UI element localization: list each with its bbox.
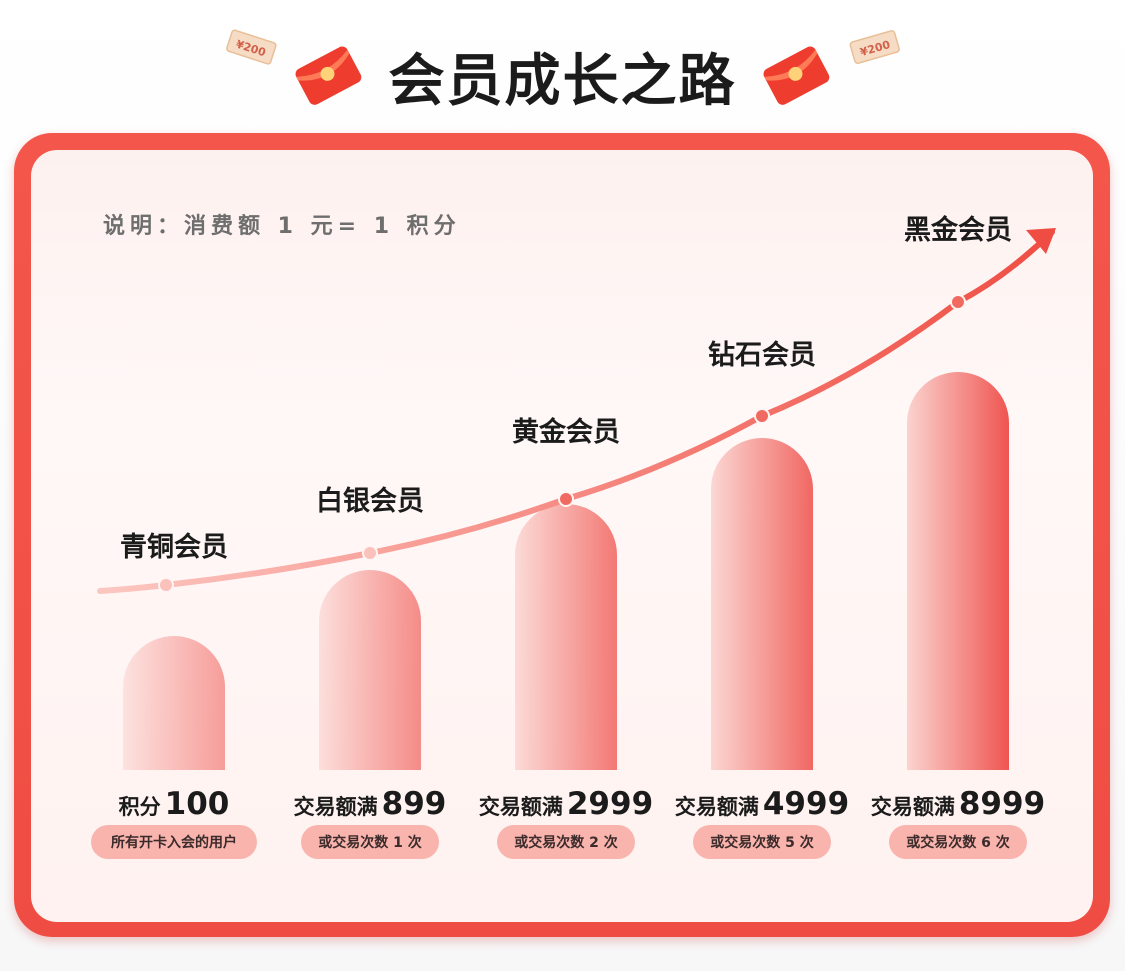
red-envelope-right-icon <box>763 46 830 105</box>
requirement-prefix: 交易额满 <box>294 795 378 819</box>
page-title: 会员成长之路 <box>388 49 737 114</box>
trend-arrow-icon <box>1026 228 1056 254</box>
tier-bar <box>515 504 617 770</box>
bars-layer <box>123 372 1009 770</box>
red-envelope-left-icon <box>295 46 362 105</box>
coupon-right-icon: ¥200 <box>849 30 900 64</box>
trend-point <box>558 491 574 507</box>
requirement-prefix: 积分 <box>119 795 161 819</box>
tier-label: 钻石会员 <box>708 340 816 371</box>
trend-point <box>754 408 770 424</box>
requirement-text: 交易额满 8999 <box>871 786 1045 822</box>
coupon-left-icon: ¥200 <box>226 29 277 65</box>
points-note: 说明：消费额 1 元= 1 积分 <box>103 214 461 239</box>
requirement-prefix: 交易额满 <box>871 795 955 819</box>
requirement-text: 交易额满 4999 <box>675 786 849 822</box>
condition-pill <box>693 825 831 859</box>
tier-label: 青铜会员 <box>120 532 228 563</box>
tier-bar <box>711 438 813 770</box>
condition-pill <box>497 825 635 859</box>
requirement-value: 8999 <box>959 786 1045 822</box>
condition-text: 或交易次数 2 次 <box>514 834 618 851</box>
tier-bar <box>319 570 421 770</box>
requirement-text: 交易额满 899 <box>294 786 447 822</box>
requirement-value: 4999 <box>763 786 849 822</box>
tier-label: 白银会员 <box>316 485 424 517</box>
requirement-text: 交易额满 2999 <box>479 786 653 822</box>
requirement-value: 2999 <box>567 786 653 822</box>
condition-text: 或交易次数 6 次 <box>906 834 1010 851</box>
requirement-value: 899 <box>382 786 447 822</box>
requirement-text: 积分 100 <box>119 786 230 822</box>
tier-bar <box>123 636 225 770</box>
tier-label: 黑金会员 <box>904 214 1012 246</box>
requirement-prefix: 交易额满 <box>675 795 759 819</box>
condition-pill <box>889 825 1027 859</box>
trend-point <box>950 294 966 310</box>
trend-point <box>362 545 378 561</box>
requirement-value: 100 <box>165 786 230 822</box>
condition-text: 所有开卡入会的用户 <box>111 834 237 851</box>
condition-pill <box>301 825 439 859</box>
condition-pill <box>91 825 257 859</box>
condition-text: 或交易次数 1 次 <box>318 834 422 851</box>
tier-bar <box>907 372 1009 770</box>
trend-layer <box>97 228 1056 594</box>
title-row: ¥200 会员成长之路 ¥200 <box>0 0 1125 130</box>
requirement-prefix: 交易额满 <box>479 795 563 819</box>
condition-text: 或交易次数 5 次 <box>710 834 814 851</box>
trend-point <box>158 577 174 593</box>
tier-label: 黄金会员 <box>512 416 620 448</box>
